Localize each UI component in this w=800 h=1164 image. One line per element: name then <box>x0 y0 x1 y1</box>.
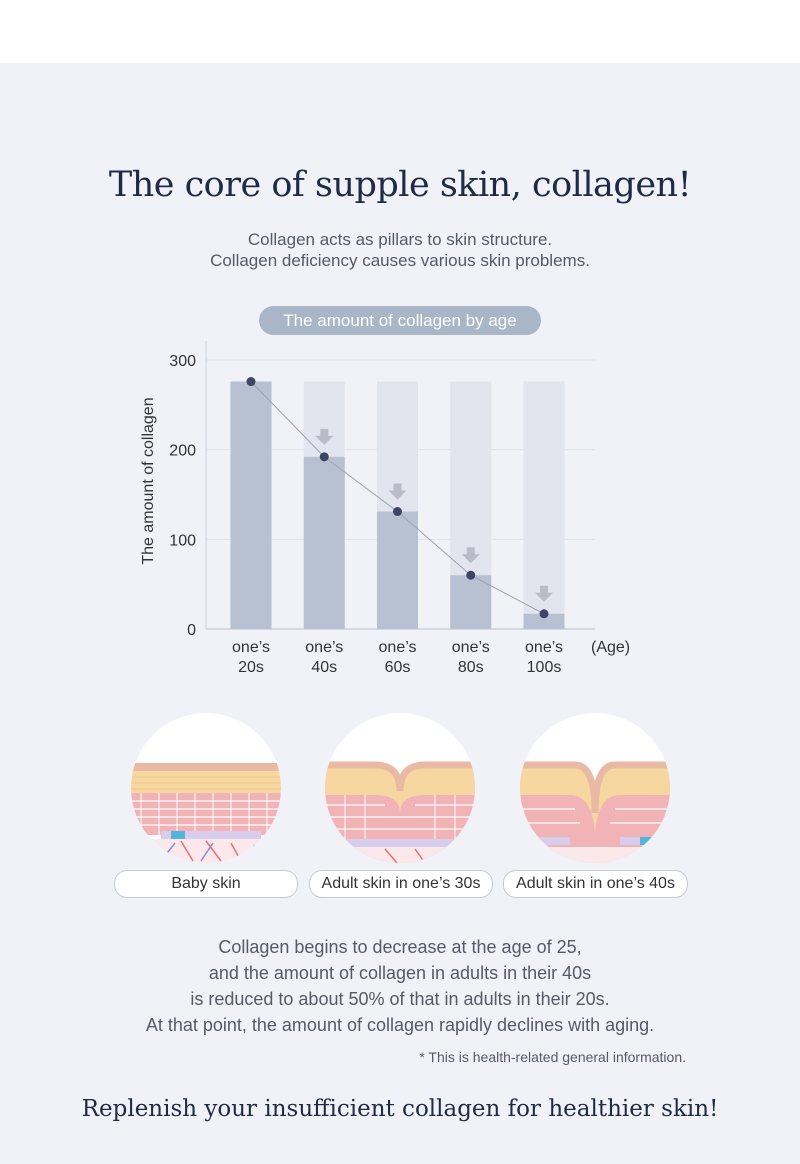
baby-skin-illustration <box>131 713 281 863</box>
bar <box>523 613 565 629</box>
body-line-3: is reduced to about 50% of that in adult… <box>190 989 610 1009</box>
caption-adult-40s: Adult skin in one’s 40s <box>503 870 688 898</box>
x-tick-label: one’s <box>305 639 343 656</box>
closing-message: Replenish your insufficient collagen for… <box>81 1096 719 1122</box>
caption-adult-30s: Adult skin in one’s 30s <box>309 870 493 898</box>
adult-30s-skin-icon <box>325 761 475 863</box>
decrease-arrow-icon <box>315 428 334 445</box>
bar <box>230 381 272 629</box>
bar <box>377 511 418 629</box>
data-points <box>246 377 549 619</box>
subtitle-line-2: Collagen deficiency causes various skin … <box>210 251 590 270</box>
y-tick-label: 300 <box>169 353 196 370</box>
x-tick-label: 40s <box>311 659 337 676</box>
y-tick-label: 100 <box>169 532 196 549</box>
decrease-arrow-icon <box>535 585 553 602</box>
x-tick-label: one’s <box>452 639 490 656</box>
y-tick-label: 200 <box>169 443 196 460</box>
data-point <box>393 507 402 517</box>
decrease-arrows <box>315 428 553 602</box>
x-tick-label: 60s <box>385 659 411 676</box>
x-tick-labels: one’s 20s one’s 40s one’s 60s one’s 80s one’s 100… <box>232 639 563 676</box>
caption-baby-skin: Baby skin <box>114 870 298 898</box>
x-tick-label: 80s <box>458 659 484 676</box>
x-tick-label: 100s <box>527 659 562 676</box>
body-line-2: and the amount of collagen in adults in … <box>208 963 592 983</box>
data-point <box>319 452 329 462</box>
y-tick-label: 0 <box>187 622 196 639</box>
adult-40s-skin-icon <box>520 761 670 863</box>
x-axis-label: (Age) <box>591 639 630 656</box>
adult-30s-skin-illustration <box>325 713 475 863</box>
x-tick-label: one’s <box>525 639 563 656</box>
y-tick-labels: 0 100 200 300 <box>169 353 196 639</box>
info-note: * This is health-related general informa… <box>419 1049 686 1065</box>
adult-40s-skin-illustration <box>520 713 670 863</box>
chart-title-pill: The amount of collagen by age <box>259 306 541 335</box>
body-line-1: Collagen begins to decrease at the age o… <box>218 937 582 957</box>
decrease-arrow-icon <box>461 547 480 564</box>
bars <box>230 381 565 629</box>
x-tick-label: 20s <box>238 659 264 676</box>
data-point <box>246 377 256 387</box>
bar <box>450 575 492 629</box>
decrease-arrow-icon <box>388 483 407 500</box>
data-point <box>539 609 549 619</box>
x-tick-label: one’s <box>379 639 417 656</box>
x-tick-label: one’s <box>232 639 270 656</box>
body-line-4: At that point, the amount of collagen ra… <box>145 1015 655 1035</box>
subtitle-line-1: Collagen acts as pillars to skin structu… <box>247 230 553 249</box>
bar <box>303 456 345 629</box>
baby-skin-icon <box>131 763 281 863</box>
page-title: The core of supple skin, collagen! <box>108 165 692 205</box>
y-axis-label: The amount of collagen <box>140 397 157 564</box>
data-point <box>466 570 476 580</box>
